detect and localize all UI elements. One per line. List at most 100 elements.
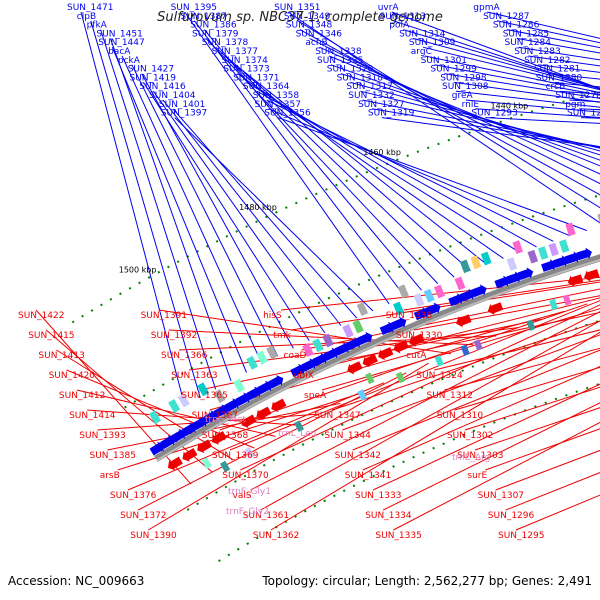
reverse-gene-label: SUN_1367 xyxy=(192,411,238,421)
reverse-gene-label: SUN_1310 xyxy=(437,411,484,421)
forward-gene-arrow xyxy=(471,284,487,298)
reverse-gene-label: SUN_1368 xyxy=(202,431,249,441)
forward-gene-label: SUN_1356 xyxy=(264,109,311,119)
reverse-gene-arrow xyxy=(347,361,363,375)
forward-gene-arrow xyxy=(390,316,407,331)
reverse-gene-arrow xyxy=(182,447,198,462)
forward-gene-label: SUN_1386 xyxy=(190,21,237,31)
forward-gene-arrow xyxy=(379,321,396,335)
forward-gene-label: SUN_1427 xyxy=(128,65,174,75)
reverse-gene-arrow xyxy=(197,439,213,454)
forward-leader-line xyxy=(268,108,571,237)
forward-leader-line xyxy=(580,117,600,119)
forward-leader-line xyxy=(174,117,374,312)
forward-gene-label: SUN_1283 xyxy=(514,47,560,57)
forward-gene-label: SUN_1373 xyxy=(223,65,269,75)
forward-gene-arrow xyxy=(202,410,218,425)
forward-gene-label: SUN_1351 xyxy=(274,3,320,13)
gc-block xyxy=(413,293,425,307)
reverse-leader-line xyxy=(434,329,600,371)
reverse-leader-line xyxy=(127,382,385,491)
forward-gene-label: rnlE xyxy=(462,100,480,110)
forward-gene-arrow xyxy=(494,275,510,289)
reverse-gene-arrow xyxy=(362,354,378,368)
reverse-leader-line xyxy=(301,288,600,351)
forward-leader-line xyxy=(131,64,279,357)
reverse-gene-label: SUN_1336 xyxy=(386,311,433,321)
forward-leader-line xyxy=(299,29,600,196)
gc-skew-blocks xyxy=(148,212,600,473)
forward-leader-line xyxy=(391,11,600,90)
forward-gene-label: SUN_1395 xyxy=(171,3,217,13)
forward-gene-label: SUN_1419 xyxy=(130,73,177,83)
reverse-gene-label: SUN_1333 xyxy=(355,491,401,501)
forward-leader-line xyxy=(256,90,537,248)
gc-block xyxy=(562,294,572,306)
forward-gene-label: SUN_1298 xyxy=(440,73,487,83)
gene-arrows xyxy=(149,247,600,471)
reverse-gene-label: SUN_1342 xyxy=(335,451,381,461)
forward-gene-label: polA xyxy=(389,21,410,31)
reverse-gene-label: SUN_1296 xyxy=(488,511,535,521)
forward-gene-label: SUN_1404 xyxy=(149,91,196,101)
forward-leader-line xyxy=(297,20,600,209)
forward-gene-label: SUN_1338 xyxy=(315,47,362,57)
forward-gene-label: greA xyxy=(452,91,474,101)
forward-gene-arrow xyxy=(213,404,229,418)
reverse-gene-label: SUN_1390 xyxy=(130,531,177,541)
forward-gene-label: SUN_1314 xyxy=(399,29,446,39)
gc-block xyxy=(220,460,231,473)
reverse-gene-label: SUN_1422 xyxy=(18,311,64,321)
tick-label: 1480 kbp xyxy=(239,203,277,212)
gc-block xyxy=(434,355,444,367)
forward-gene-arrow xyxy=(192,416,208,431)
forward-leader-line xyxy=(100,29,217,390)
reverse-gene-label: SUN_1391 xyxy=(141,311,187,321)
forward-gene-label: SUN_1278 xyxy=(555,91,600,101)
reverse-gene-label: SUN_1372 xyxy=(120,511,166,521)
gc-block xyxy=(395,371,406,384)
forward-leader-line xyxy=(372,108,600,148)
forward-gene-arrow xyxy=(345,337,362,351)
reverse-leader-line xyxy=(464,386,600,431)
forward-gene-label: SUN_1332 xyxy=(348,91,394,101)
forward-gene-label: SUN_1346 xyxy=(296,29,343,39)
reverse-gene-arrow xyxy=(167,456,183,471)
gc-block xyxy=(526,319,536,331)
gc-block xyxy=(470,255,482,270)
reverse-gene-label: SUN_1344 xyxy=(324,431,371,441)
reverse-leader-line xyxy=(413,295,600,331)
forward-gene-arrow xyxy=(413,307,430,321)
forward-gene-label: crcB xyxy=(546,82,566,92)
gc-block xyxy=(233,378,246,393)
reverse-leader-line xyxy=(87,409,297,426)
forward-gene-label: SUN_1285 xyxy=(503,29,549,39)
tick-label: 1500 kbp xyxy=(119,266,157,275)
forward-gene-arrow xyxy=(268,375,284,389)
forward-gene-arrow xyxy=(564,251,581,265)
reverse-leader-line xyxy=(342,334,600,431)
forward-gene-label: SUN_1309 xyxy=(409,38,456,48)
tick-label: 1440 kbp xyxy=(491,101,529,110)
forward-gene-label: bacA xyxy=(108,47,131,57)
forward-gene-arrow xyxy=(312,352,328,367)
gc-block xyxy=(266,345,278,360)
gc-block xyxy=(213,389,226,404)
forward-leader-line xyxy=(266,99,554,242)
gc-block xyxy=(480,251,492,266)
forward-gene-label: SUN_1327 xyxy=(358,100,404,110)
reverse-gene-label: ubiX xyxy=(294,371,314,381)
gc-block xyxy=(177,393,190,408)
forward-leader-line xyxy=(90,20,201,399)
accession-text: Accession: NC_009663 xyxy=(8,574,145,588)
forward-gene-arrow xyxy=(235,392,251,407)
forward-gene-label: argC xyxy=(411,47,432,57)
forward-leader-line xyxy=(109,38,232,381)
gc-block xyxy=(201,457,212,470)
forward-leader-line xyxy=(80,11,186,407)
forward-gene-label: SUN_1313 xyxy=(380,12,426,22)
figure-title: Sulfurovum sp. NBC37-1, complete genome xyxy=(157,10,443,25)
reverse-gene-arrow xyxy=(456,314,472,328)
reverse-gene-label: valS xyxy=(233,491,252,501)
